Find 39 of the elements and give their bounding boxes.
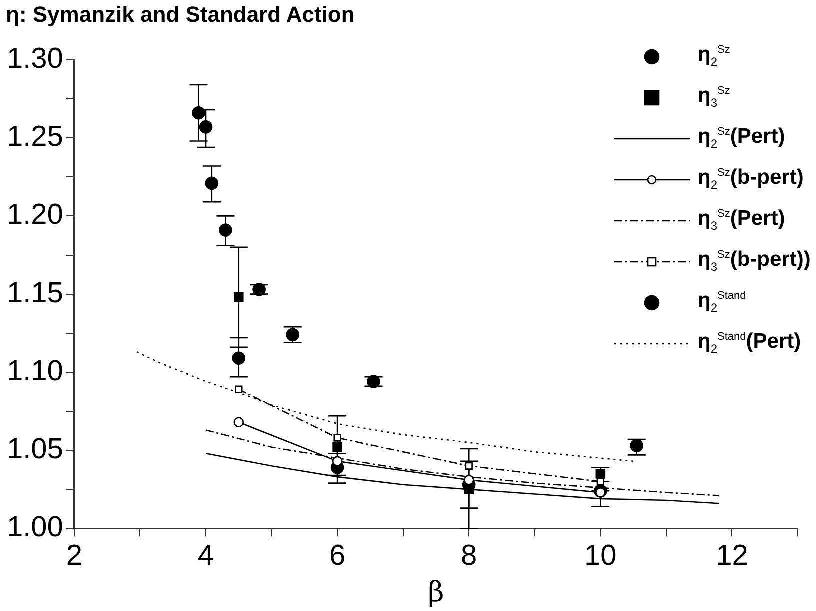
point xyxy=(252,282,266,296)
point xyxy=(596,469,606,479)
x-axis-title: β xyxy=(428,575,444,608)
y-tick-label: 1.15 xyxy=(6,277,64,310)
chart-title: η: Symanzik and Standard Action xyxy=(6,2,355,28)
y-tick-label: 1.10 xyxy=(6,355,64,388)
point xyxy=(464,475,474,486)
point xyxy=(232,352,246,365)
point xyxy=(205,176,219,190)
x-tick-label: 4 xyxy=(198,540,214,572)
legend-label: η$_{2}$$^{Sz}$(Pert) xyxy=(698,125,786,152)
x-tick-label: 10 xyxy=(584,540,617,572)
legend-label: η$_{3}$$^{Sz}$(Pert) xyxy=(698,207,786,234)
x-tick-label: 12 xyxy=(716,540,748,572)
point xyxy=(596,488,606,498)
y-tick-label: 1.30 xyxy=(6,43,64,75)
y-tick-label: 1.25 xyxy=(6,121,64,154)
point xyxy=(630,439,644,452)
y-tick-label: 1.00 xyxy=(6,512,64,544)
legend-label: η$_{2}$$^{Sz}$(b-pert) xyxy=(698,166,804,193)
point xyxy=(332,456,343,467)
x-tick-label: 2 xyxy=(66,540,83,572)
point xyxy=(596,478,604,486)
y-tick-label: 1.05 xyxy=(6,434,64,466)
point xyxy=(332,442,342,452)
point xyxy=(234,292,244,302)
point xyxy=(367,375,380,388)
point xyxy=(235,386,243,394)
x-tick-label: 6 xyxy=(329,540,346,572)
point xyxy=(192,106,206,120)
y-tick-label: 1.20 xyxy=(6,199,64,232)
legend-label: η$_{3}$$^{Sz}$(b-pert)) xyxy=(698,248,811,275)
point xyxy=(334,434,342,442)
point xyxy=(199,120,213,134)
x-tick-label: 8 xyxy=(461,540,478,572)
point xyxy=(465,462,473,470)
point xyxy=(219,224,232,237)
legend-label: η$_{2}$$^{Stand}$(Pert) xyxy=(698,330,802,357)
point xyxy=(234,417,244,428)
